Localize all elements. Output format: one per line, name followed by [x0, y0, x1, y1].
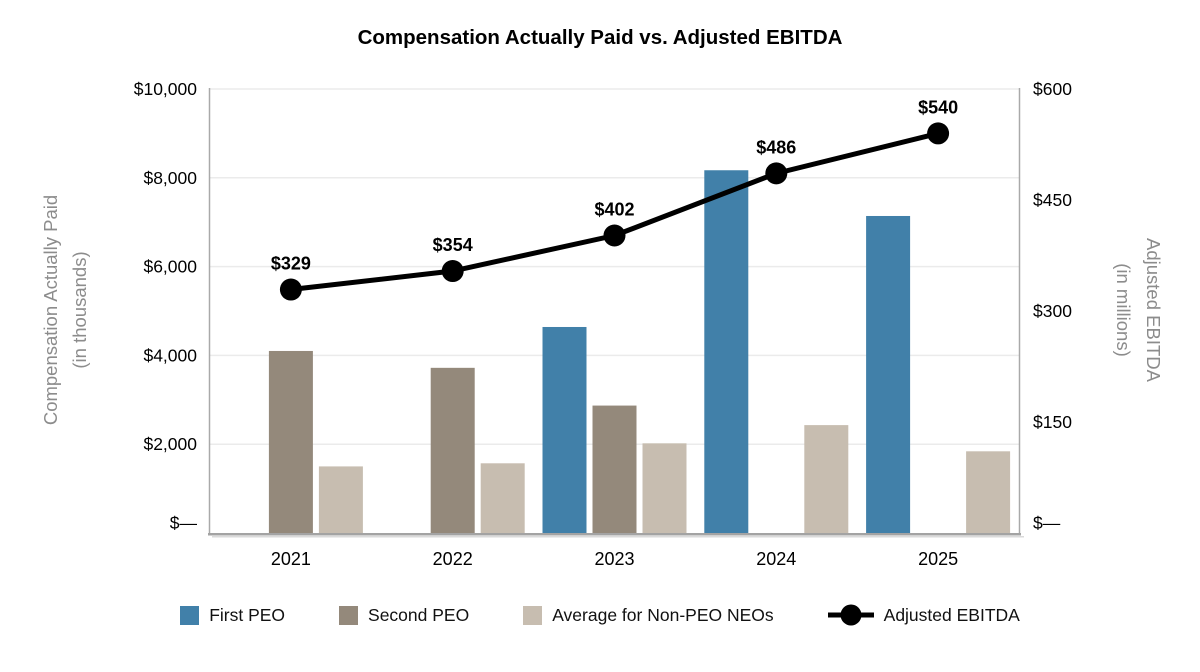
line-series-group: $329 $354 $402 $486 $540 [271, 97, 958, 301]
left-axis-tick: $8,000 [143, 168, 197, 188]
legend-item-first-peo: First PEO [180, 605, 285, 626]
line-point-2023 [603, 224, 626, 247]
left-axis-title: Compensation Actually Paid [40, 195, 61, 425]
legend-label-avg-non-peo-neos: Average for Non-PEO NEOs [552, 604, 774, 625]
left-axis-subtitle: (in thousands) [69, 251, 90, 368]
right-axis-title: Adjusted EBITDA [1143, 238, 1164, 383]
x-axis-label-2025: 2025 [918, 549, 958, 569]
bar-avg-non-peo-neos-2023 [642, 443, 687, 533]
left-axis-tick: $10,000 [134, 79, 198, 99]
bar-first-peo-2024 [704, 170, 749, 533]
left-axis-tick: $— [170, 513, 198, 533]
left-axis-tick: $2,000 [143, 434, 197, 454]
point-label-2025: $540 [918, 97, 958, 117]
left-axis-tick: $6,000 [143, 257, 197, 277]
legend-item-second-peo: Second PEO [339, 605, 469, 626]
right-axis-subtitle: (in millions) [1113, 263, 1134, 357]
bar-second-peo-2021 [268, 350, 313, 533]
x-axis-label-2024: 2024 [756, 549, 796, 569]
bar-first-peo-2023 [542, 326, 587, 533]
point-label-2021: $329 [271, 254, 311, 274]
line-point-2025 [927, 122, 950, 145]
point-label-2024: $486 [756, 137, 796, 157]
tick-labels-group: $10,000 $8,000 $6,000 $4,000 $2,000 $— $600 $45… [134, 79, 1072, 569]
line-point-2021 [279, 278, 302, 301]
right-axis-tick: $450 [1033, 190, 1072, 210]
point-label-2023: $402 [594, 200, 634, 220]
x-axis-label-2022: 2022 [433, 549, 473, 569]
legend-swatch-second-peo-icon [339, 605, 359, 625]
chart-title: Compensation Actually Paid vs. Adjusted … [357, 26, 843, 49]
right-axis-tick: $150 [1033, 412, 1072, 432]
x-axis-label-2023: 2023 [594, 549, 634, 569]
bar-avg-non-peo-neos-2021 [318, 466, 363, 533]
bar-avg-non-peo-neos-2022 [480, 463, 525, 533]
legend-label-second-peo: Second PEO [368, 604, 470, 625]
legend-label-adjusted-ebitda: Adjusted EBITDA [883, 604, 1020, 625]
legend-swatch-avg-non-peo-neos-icon [523, 605, 543, 625]
legend-item-adjusted-ebitda: Adjusted EBITDA [827, 603, 1020, 627]
bar-first-peo-2025 [866, 215, 911, 533]
bar-second-peo-2023 [592, 405, 637, 533]
right-axis-tick: $300 [1033, 301, 1072, 321]
line-point-2024 [765, 162, 788, 185]
bars-group [268, 170, 1011, 533]
line-point-2022 [441, 260, 464, 283]
plot-area: $329 $354 $402 $486 $540 $10,000 $8,000 $6,000… [40, 79, 1164, 569]
bar-second-peo-2022 [430, 367, 475, 533]
legend-label-first-peo: First PEO [209, 604, 286, 625]
left-axis-tick: $4,000 [143, 345, 197, 365]
right-axis-tick: $— [1033, 513, 1061, 533]
legend-item-avg-non-peo-neos: Average for Non-PEO NEOs [523, 604, 774, 626]
legend: First PEO Second PEO Average for Non-PEO N… [0, 595, 1200, 635]
legend-swatch-first-peo-icon [180, 605, 200, 625]
bar-avg-non-peo-neos-2024 [804, 425, 849, 533]
right-axis-tick: $600 [1033, 79, 1072, 99]
x-axis-label-2021: 2021 [271, 549, 311, 569]
legend-dot [840, 604, 862, 626]
bar-avg-non-peo-neos-2025 [966, 451, 1011, 533]
axes-group [208, 88, 1024, 538]
point-label-2022: $354 [433, 235, 473, 255]
legend-line-dot-adjusted-ebitda-icon [827, 604, 874, 626]
